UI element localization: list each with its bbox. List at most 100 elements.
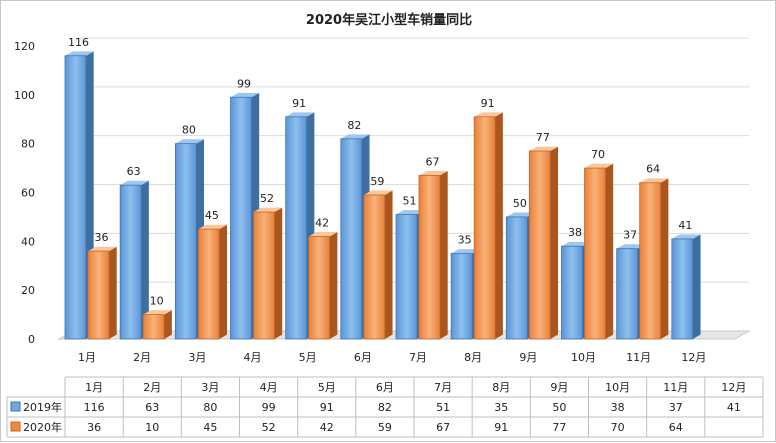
bar-side xyxy=(274,207,283,339)
legend-swatch xyxy=(10,421,21,432)
table-header-cell: 6月 xyxy=(376,381,394,394)
legend-entry: 2020年 xyxy=(23,420,62,434)
y-tick-label: 40 xyxy=(21,235,35,248)
bar-top xyxy=(396,210,425,215)
bar-2020-3 xyxy=(197,224,228,340)
bar-2020-4 xyxy=(253,207,283,340)
table-cell: 38 xyxy=(611,401,625,414)
bar-2019-2 xyxy=(119,180,149,340)
chart-title: 2020年吴江小型车销量同比 xyxy=(306,12,472,28)
data-label: 67 xyxy=(426,155,440,168)
data-label: 59 xyxy=(370,175,384,188)
bar-front xyxy=(253,211,275,340)
bar-2020-6 xyxy=(363,190,393,340)
table-cell: 59 xyxy=(378,421,392,434)
bar-2020-5 xyxy=(308,232,338,340)
bar-2020-9 xyxy=(528,146,559,340)
x-tick-label: 5月 xyxy=(299,351,317,364)
data-label: 51 xyxy=(403,194,417,207)
bar-2020-2 xyxy=(142,310,172,340)
data-label: 41 xyxy=(678,219,692,232)
x-tick-label: 1月 xyxy=(78,351,96,364)
table-cell: 42 xyxy=(320,421,334,434)
table-cell: 36 xyxy=(87,421,101,434)
table-cell: 45 xyxy=(203,421,217,434)
bar-top xyxy=(143,310,172,315)
bar-front xyxy=(119,184,142,340)
bar-front xyxy=(174,143,197,340)
bar-top xyxy=(616,244,646,249)
bar-front xyxy=(87,250,110,340)
table-header-cell: 3月 xyxy=(201,381,219,394)
y-axis: 0 20 40 60 80 100 120 xyxy=(14,40,35,346)
table-header-cell: 9月 xyxy=(550,381,568,394)
table-cell: 51 xyxy=(436,401,450,414)
bar-top xyxy=(253,207,283,213)
x-tick-label: 11月 xyxy=(626,351,651,364)
table-header-cell: 4月 xyxy=(260,381,278,394)
table-cell: 37 xyxy=(669,401,683,414)
bar-top xyxy=(639,178,669,183)
bar-front xyxy=(584,167,606,340)
table-cell: 82 xyxy=(378,401,392,414)
y-tick-label: 100 xyxy=(14,89,35,102)
y-tick-label: 0 xyxy=(28,333,35,346)
y-tick-label: 60 xyxy=(21,187,35,200)
data-label: 64 xyxy=(646,163,660,176)
data-label: 42 xyxy=(315,216,329,229)
bar-front xyxy=(197,228,220,340)
bar-front xyxy=(473,116,496,340)
bar-side xyxy=(550,146,559,339)
table-header-cell: 7月 xyxy=(434,381,452,394)
data-label: 35 xyxy=(458,234,472,247)
data-label: 37 xyxy=(623,229,637,242)
bar-front xyxy=(285,116,308,340)
x-tick-label: 12月 xyxy=(681,351,706,364)
bar-front xyxy=(340,138,363,340)
data-label: 116 xyxy=(68,36,89,49)
table-cell: 10 xyxy=(145,421,159,434)
bar-top xyxy=(198,224,228,230)
table-header-cell: 12月 xyxy=(721,381,746,394)
x-tick-label: 7月 xyxy=(409,351,427,364)
legend-swatch xyxy=(10,401,21,412)
bar-top xyxy=(363,190,393,195)
bar-2020-8 xyxy=(473,112,503,340)
table-cell: 91 xyxy=(320,401,334,414)
bar-top xyxy=(584,163,614,169)
bar-top xyxy=(88,246,117,252)
x-tick-label: 6月 xyxy=(354,351,372,364)
table-cell: 63 xyxy=(145,401,159,414)
bar-front xyxy=(395,214,418,340)
bar-front xyxy=(142,314,165,340)
bar-side xyxy=(164,310,172,339)
bar-side xyxy=(692,234,701,339)
table-header-cell: 2月 xyxy=(143,381,161,394)
bar-side xyxy=(660,178,669,339)
bar-2019-12 xyxy=(671,234,701,340)
table-cell: 80 xyxy=(203,401,217,414)
table-header-cell: 8月 xyxy=(492,381,510,394)
legend-entry: 2019年 xyxy=(23,400,62,414)
table-cell: 91 xyxy=(494,421,508,434)
bar-top xyxy=(65,51,94,56)
bar-top xyxy=(285,112,315,117)
data-table: 1月 2月 3月 4月 5月 6月 7月 8月 9月 10月 11月 12月 2019年 116 63 80 9… xyxy=(6,376,764,438)
bar-top xyxy=(175,139,205,144)
bar-front xyxy=(671,238,694,340)
x-tick-label: 4月 xyxy=(244,351,262,364)
data-label: 82 xyxy=(347,119,361,132)
table-cell: 70 xyxy=(611,421,625,434)
x-tick-label: 2月 xyxy=(133,351,151,364)
bar-front xyxy=(308,236,331,340)
table-header-cell: 1月 xyxy=(85,381,103,394)
bar-top xyxy=(230,92,260,98)
bar-front xyxy=(230,96,252,340)
data-label: 91 xyxy=(481,97,495,110)
data-label: 80 xyxy=(182,124,196,137)
data-label: 70 xyxy=(591,148,605,161)
table-cell: 67 xyxy=(436,421,450,434)
table-cell: 41 xyxy=(727,401,741,414)
